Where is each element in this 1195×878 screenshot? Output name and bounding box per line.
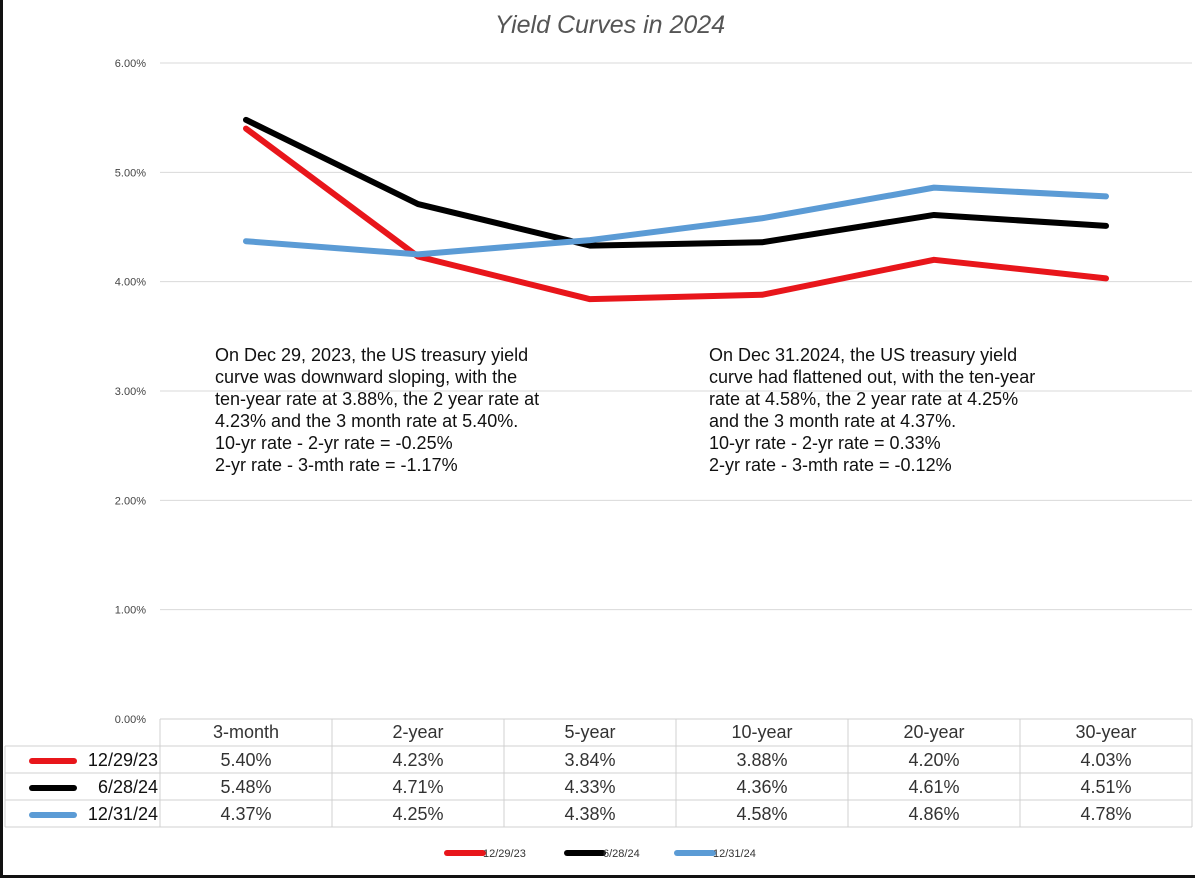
table-cell-value: 4.51% (1080, 777, 1131, 797)
y-tick-label: 4.00% (115, 277, 146, 289)
data-point (931, 185, 937, 191)
table-cell-value: 4.23% (392, 750, 443, 770)
series-lines (243, 116, 1109, 303)
data-table: 3-month 2-year 5-year 10-year 20-year 30-year… (4, 718, 1193, 828)
table-cell-value: 4.36% (736, 777, 787, 797)
legend-entry: 12/31/24 (713, 848, 756, 860)
table-cell-value: 4.20% (908, 750, 959, 770)
table-cell-value: 4.61% (908, 777, 959, 797)
annotation-line: curve was downward sloping, with the (215, 367, 517, 387)
category-label: 30-year (1075, 722, 1136, 742)
annotation-line: 10-yr rate - 2-yr rate = -0.25% (215, 433, 453, 453)
series-line (243, 116, 1109, 249)
legend: 12/29/23 6/28/24 12/31/24 (444, 848, 756, 860)
table-cell-value: 3.88% (736, 750, 787, 770)
data-point (587, 243, 593, 249)
table-cell-value: 4.86% (908, 804, 959, 824)
category-label: 3-month (213, 722, 279, 742)
data-point (759, 292, 765, 298)
annotation-line: On Dec 29, 2023, the US treasury yield (215, 345, 528, 365)
category-label: 20-year (903, 722, 964, 742)
annotation-line: 2-yr rate - 3-mth rate = -0.12% (709, 455, 952, 475)
row-series-label: 12/31/24 (88, 804, 158, 824)
data-point (415, 201, 421, 207)
annotation-text: On Dec 31.2024, the US treasury yield cur… (709, 345, 1035, 475)
data-point (1103, 275, 1109, 281)
table-cell-value: 5.48% (220, 777, 271, 797)
chart-title: Yield Curves in 2024 (495, 11, 725, 39)
category-label: 5-year (564, 722, 615, 742)
data-point (1103, 223, 1109, 229)
data-point (587, 237, 593, 243)
y-tick-label: 3.00% (115, 386, 146, 398)
row-series-label: 6/28/24 (98, 777, 158, 797)
table-cell-value: 4.78% (1080, 804, 1131, 824)
annotation-line: ten-year rate at 3.88%, the 2 year rate … (215, 389, 539, 409)
y-tick-label: 2.00% (115, 495, 146, 507)
data-point (759, 239, 765, 245)
data-point (759, 215, 765, 221)
annotation-line: 2-yr rate - 3-mth rate = -1.17% (215, 455, 458, 475)
y-tick-label: 6.00% (115, 58, 146, 70)
table-cell-value: 5.40% (220, 750, 271, 770)
annotation-line: rate at 4.58%, the 2 year rate at 4.25% (709, 389, 1018, 409)
y-tick-label: 5.00% (115, 167, 146, 179)
table-cell-value: 4.33% (564, 777, 615, 797)
y-axis-ticks: 0.00% 1.00% 2.00% 3.00% 4.00% 5.00% 6.00% (115, 58, 146, 726)
category-label: 10-year (731, 722, 792, 742)
annotation-line: curve had flattened out, with the ten-ye… (709, 367, 1035, 387)
table-cell-value: 4.37% (220, 804, 271, 824)
data-point (1103, 193, 1109, 199)
annotation-text: On Dec 29, 2023, the US treasury yield cu… (215, 345, 539, 475)
data-point (931, 212, 937, 218)
data-point (243, 238, 249, 244)
table-cell-value: 4.25% (392, 804, 443, 824)
series-line (243, 125, 1109, 303)
table-cell-value: 4.38% (564, 804, 615, 824)
data-point (931, 257, 937, 263)
legend-entry: 6/28/24 (603, 848, 640, 860)
table-cell-value: 4.58% (736, 804, 787, 824)
annotation-line: On Dec 31.2024, the US treasury yield (709, 345, 1017, 365)
row-series-label: 12/29/23 (88, 750, 158, 770)
gridlines (160, 62, 1192, 611)
table-cell-value: 4.03% (1080, 750, 1131, 770)
legend-entry: 12/29/23 (483, 848, 526, 860)
table-cell-value: 4.71% (392, 777, 443, 797)
annotation-line: 10-yr rate - 2-yr rate = 0.33% (709, 433, 941, 453)
annotation-line: 4.23% and the 3 month rate at 5.40%. (215, 411, 518, 431)
table-cell-value: 3.84% (564, 750, 615, 770)
category-label: 2-year (392, 722, 443, 742)
data-point (243, 117, 249, 123)
series-line (243, 184, 1109, 258)
data-point (243, 126, 249, 132)
data-point (415, 251, 421, 257)
annotations: On Dec 29, 2023, the US treasury yield cu… (215, 345, 1035, 475)
y-tick-label: 1.00% (115, 605, 146, 617)
data-point (587, 296, 593, 302)
annotation-line: and the 3 month rate at 4.37%. (709, 411, 956, 431)
y-tick-label: 0.00% (115, 714, 146, 726)
